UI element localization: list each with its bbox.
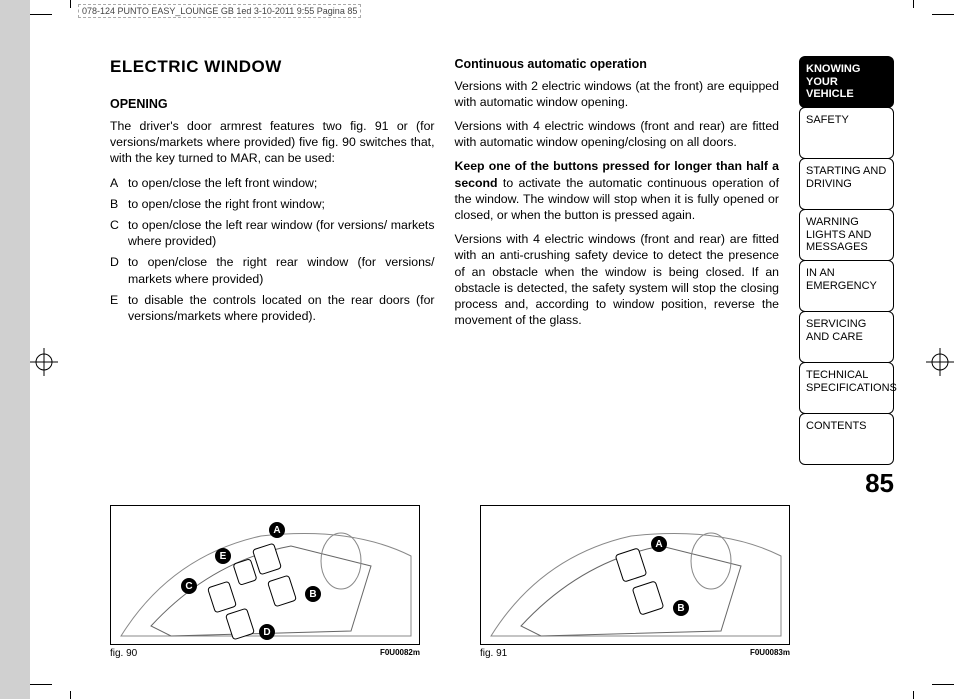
para-2: Versions with 4 electric windows (front … bbox=[455, 118, 780, 150]
sidebar-tab[interactable]: KNOWING YOUR VEHICLE bbox=[799, 56, 894, 108]
list-text: to open/close the right rear window (for… bbox=[128, 254, 435, 286]
figure-91: A B fig. 91 F0U0083m bbox=[480, 505, 790, 659]
callout-b: B bbox=[305, 586, 321, 602]
figure-90: A B C D E fig. 90 F0U0082m bbox=[110, 505, 420, 659]
print-header: 078-124 PUNTO EASY_LOUNGE GB 1ed 3-10-20… bbox=[78, 4, 361, 18]
list-item: Dto open/close the right rear window (fo… bbox=[110, 254, 435, 286]
para-1: Versions with 2 electric windows (at the… bbox=[455, 78, 780, 110]
fig91-code: F0U0083m bbox=[750, 648, 790, 659]
list-text: to disable the controls located on the r… bbox=[128, 292, 435, 324]
callout-d: D bbox=[259, 624, 275, 640]
callout-b: B bbox=[673, 600, 689, 616]
sidebar-tab[interactable]: STARTING AND DRIVING bbox=[799, 158, 894, 210]
list-letter: B bbox=[110, 196, 128, 212]
figure-91-image: A B bbox=[480, 505, 790, 645]
fig90-caption: fig. 90 bbox=[110, 648, 137, 659]
registration-mark-left bbox=[30, 348, 58, 381]
sidebar-tabs: KNOWING YOUR VEHICLESAFETYSTARTING AND D… bbox=[799, 56, 894, 669]
sidebar-tab[interactable]: TECHNICAL SPECIFICATIONS bbox=[799, 362, 894, 414]
page-number: 85 bbox=[799, 468, 894, 499]
callout-c: C bbox=[181, 578, 197, 594]
fig91-caption-row: fig. 91 F0U0083m bbox=[480, 648, 790, 659]
page: 078-124 PUNTO EASY_LOUNGE GB 1ed 3-10-20… bbox=[30, 0, 954, 699]
figure-90-image: A B C D E bbox=[110, 505, 420, 645]
list-letter: D bbox=[110, 254, 128, 286]
list-letter: C bbox=[110, 217, 128, 249]
sidebar-tab[interactable]: SAFETY bbox=[799, 107, 894, 159]
switch-list: Ato open/close the left front window;Bto… bbox=[110, 175, 435, 325]
list-item: Cto open/close the left rear window (for… bbox=[110, 217, 435, 249]
list-text: to open/close the left front window; bbox=[128, 175, 435, 191]
sidebar-tab[interactable]: IN AN EMERGENCY bbox=[799, 260, 894, 312]
section-auto-title: Continuous automatic operation bbox=[455, 56, 780, 73]
list-item: Ato open/close the left front window; bbox=[110, 175, 435, 191]
section-opening-title: OPENING bbox=[110, 96, 435, 113]
callout-a: A bbox=[651, 536, 667, 552]
figures-row: A B C D E fig. 90 F0U0082m A bbox=[110, 505, 790, 659]
para-4: Versions with 4 electric windows (front … bbox=[455, 231, 780, 328]
sidebar-tab[interactable]: CONTENTS bbox=[799, 413, 894, 465]
fig91-caption: fig. 91 bbox=[480, 648, 507, 659]
registration-mark-right bbox=[926, 348, 954, 381]
opening-intro: The driver's door armrest features two f… bbox=[110, 118, 435, 167]
list-item: Eto disable the controls located on the … bbox=[110, 292, 435, 324]
list-text: to open/close the right front window; bbox=[128, 196, 435, 212]
para-3: Keep one of the buttons pressed for long… bbox=[455, 158, 780, 223]
main-title: ELECTRIC WINDOW bbox=[110, 56, 435, 78]
sidebar-tab[interactable]: SERVICING AND CARE bbox=[799, 311, 894, 363]
armrest-2switch-illustration bbox=[481, 506, 791, 646]
fig90-code: F0U0082m bbox=[380, 648, 420, 659]
list-letter: A bbox=[110, 175, 128, 191]
list-letter: E bbox=[110, 292, 128, 324]
list-item: Bto open/close the right front window; bbox=[110, 196, 435, 212]
callout-e: E bbox=[215, 548, 231, 564]
list-text: to open/close the left rear window (for … bbox=[128, 217, 435, 249]
sidebar-tab[interactable]: WARNING LIGHTS AND MESSAGES bbox=[799, 209, 894, 261]
callout-a: A bbox=[269, 522, 285, 538]
fig90-caption-row: fig. 90 F0U0082m bbox=[110, 648, 420, 659]
